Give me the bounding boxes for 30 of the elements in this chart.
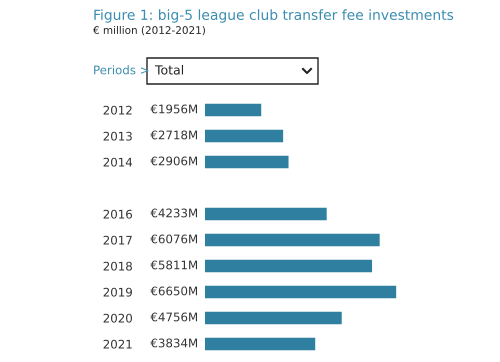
bar xyxy=(205,234,380,246)
data-label: €4233M xyxy=(150,208,198,218)
bar xyxy=(205,286,396,298)
y-tick-label: 2017 xyxy=(104,236,132,245)
y-tick-label: 2018 xyxy=(104,262,132,271)
chart-title: Figure 1: big-5 league club transfer fee investments xyxy=(94,9,454,23)
y-tick-label: 2016 xyxy=(104,210,132,219)
bar xyxy=(205,338,316,350)
bar xyxy=(205,130,284,142)
chart-subtitle: € million (2012-2021) xyxy=(93,26,205,36)
data-label: €5811M xyxy=(150,260,198,270)
data-label: €1956M xyxy=(150,104,198,114)
data-label: €2906M xyxy=(150,156,198,166)
data-label: €4756M xyxy=(150,312,198,322)
bar xyxy=(205,104,262,116)
y-tick-label: 2020 xyxy=(104,314,132,323)
bar xyxy=(205,312,342,324)
bar xyxy=(205,156,289,168)
y-tick-label: 2014 xyxy=(104,158,132,167)
bar xyxy=(205,260,372,272)
data-label: €2718M xyxy=(150,130,198,140)
y-tick-label: 2021 xyxy=(104,340,132,349)
y-tick-label: 2013 xyxy=(104,132,132,141)
text: Total xyxy=(154,64,184,75)
data-label: €6650M xyxy=(150,286,198,296)
data-label: €3834M xyxy=(150,338,198,348)
y-tick-label: 2012 xyxy=(104,106,132,115)
y-tick-label: 2019 xyxy=(104,288,132,297)
bar xyxy=(205,208,327,220)
data-label: €6076M xyxy=(150,234,198,244)
